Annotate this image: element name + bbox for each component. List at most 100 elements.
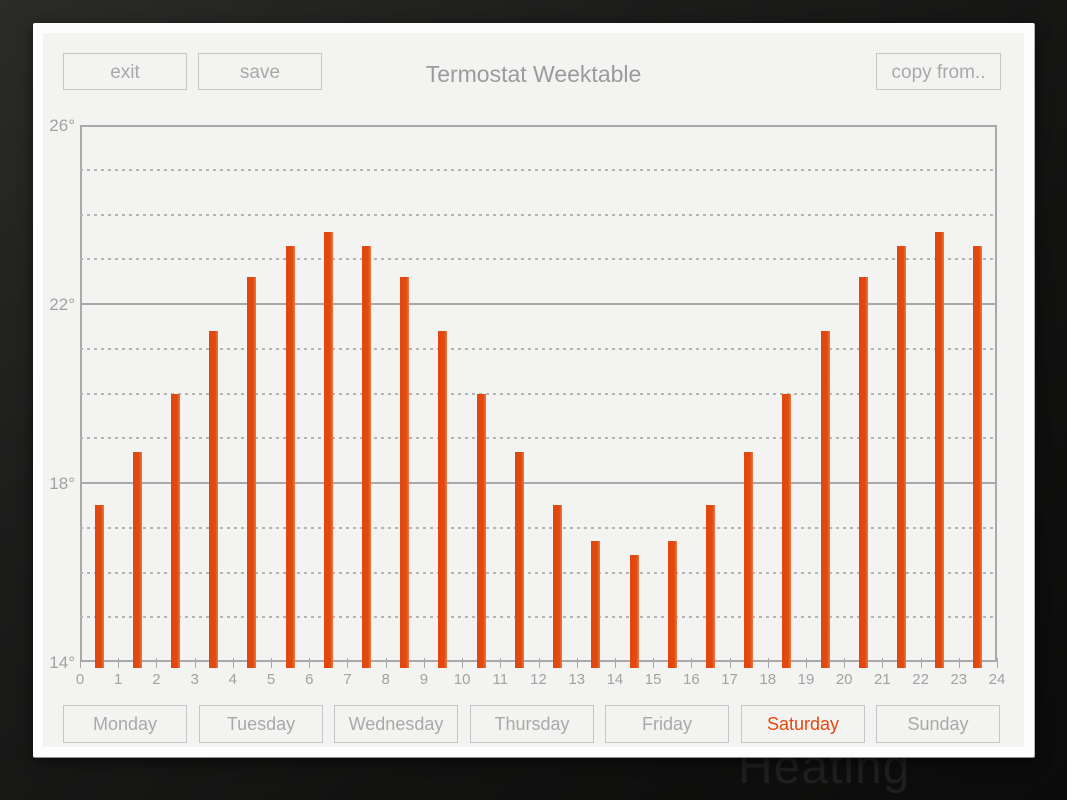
bar-hour-17[interactable]	[744, 451, 754, 668]
x-axis-tick	[385, 658, 387, 668]
main-panel: Termostat Weektable exit save copy from.…	[43, 33, 1024, 747]
bar-hour-3[interactable]	[209, 330, 219, 668]
gridline-dashed-24	[80, 213, 997, 216]
bar-hour-2[interactable]	[171, 393, 181, 668]
x-axis-tick	[500, 658, 502, 668]
x-axis-label-2: 2	[152, 671, 161, 688]
x-axis-tick	[309, 658, 311, 668]
gridline-dashed-21	[80, 347, 997, 350]
x-axis-label-12: 12	[530, 671, 547, 688]
bar-hour-16[interactable]	[705, 505, 715, 668]
bar-hour-0[interactable]	[94, 505, 104, 668]
gridline-dashed-25	[80, 168, 997, 171]
gridline-solid-22	[80, 303, 997, 305]
x-axis-label-18: 18	[759, 671, 777, 688]
x-axis-label-6: 6	[305, 671, 314, 688]
day-tab-tuesday[interactable]: Tuesday	[199, 705, 323, 743]
x-axis-tick	[576, 658, 578, 668]
x-axis-tick	[805, 658, 807, 668]
x-axis-label-7: 7	[343, 671, 352, 688]
x-axis-tick	[194, 658, 196, 668]
y-axis-label-18: 18°	[49, 474, 75, 493]
y-axis-label-14: 14°	[49, 653, 75, 672]
x-axis-label-21: 21	[874, 671, 891, 688]
gridline-dashed-23	[80, 258, 997, 261]
gridline-dashed-16	[80, 571, 997, 574]
x-axis-tick	[653, 658, 655, 668]
bar-hour-1[interactable]	[132, 451, 142, 668]
bar-hour-13[interactable]	[591, 541, 601, 668]
bar-hour-8[interactable]	[400, 277, 410, 668]
day-tab-thursday[interactable]: Thursday	[470, 705, 594, 743]
day-tab-sunday[interactable]: Sunday	[876, 705, 1000, 743]
x-axis-tick	[462, 658, 464, 668]
bar-hour-22[interactable]	[935, 232, 945, 668]
x-axis-tick	[844, 658, 846, 668]
x-axis-label-13: 13	[568, 671, 586, 688]
day-tab-friday[interactable]: Friday	[605, 705, 729, 743]
x-axis-tick	[767, 658, 769, 668]
x-axis-tick	[729, 658, 731, 668]
x-axis-tick	[232, 658, 234, 668]
x-axis-label-16: 16	[682, 671, 700, 688]
bar-hour-11[interactable]	[514, 451, 524, 668]
x-axis-label-10: 10	[453, 671, 471, 688]
day-tab-saturday[interactable]: Saturday	[741, 705, 865, 743]
x-axis-tick	[423, 658, 425, 668]
x-axis-label-9: 9	[419, 671, 429, 688]
gridline-dashed-15	[80, 616, 997, 619]
x-axis-label-1: 1	[114, 671, 123, 688]
bar-hour-4[interactable]	[247, 277, 257, 668]
x-axis-tick	[882, 658, 884, 668]
bar-hour-21[interactable]	[896, 245, 906, 668]
bar-hour-19[interactable]	[820, 330, 830, 668]
gridline-dashed-19	[80, 437, 997, 440]
x-axis-label-19: 19	[797, 671, 815, 688]
x-axis-label-22: 22	[912, 671, 929, 688]
x-axis-label-24: 24	[988, 671, 1006, 688]
x-axis-tick	[920, 658, 922, 668]
x-axis-tick	[958, 658, 960, 668]
bar-hour-6[interactable]	[323, 232, 333, 668]
bar-hour-10[interactable]	[476, 393, 486, 668]
x-axis-label-5: 5	[266, 671, 276, 688]
bar-hour-9[interactable]	[438, 330, 448, 668]
x-axis-tick	[118, 658, 120, 668]
x-axis-label-0: 0	[75, 671, 85, 688]
bar-hour-12[interactable]	[553, 505, 563, 668]
x-axis-label-17: 17	[721, 671, 738, 688]
bar-hour-18[interactable]	[782, 393, 792, 668]
x-axis-tick	[538, 658, 540, 668]
x-axis-tick	[80, 658, 81, 668]
x-axis-tick	[156, 658, 158, 668]
gridline-solid-18	[80, 482, 997, 484]
x-axis-tick	[271, 658, 273, 668]
x-axis-label-3: 3	[190, 671, 199, 688]
bar-hour-14[interactable]	[629, 554, 639, 668]
bar-hour-20[interactable]	[858, 277, 868, 668]
x-axis-tick	[997, 658, 998, 668]
bar-hour-5[interactable]	[285, 245, 295, 668]
x-axis-label-4: 4	[228, 671, 237, 688]
y-axis-label-22: 22°	[49, 295, 75, 314]
gridline-dashed-20	[80, 392, 997, 395]
x-axis-label-15: 15	[644, 671, 662, 688]
bar-hour-7[interactable]	[362, 245, 372, 668]
x-axis-label-23: 23	[950, 671, 968, 688]
exit-button[interactable]: exit	[63, 53, 187, 90]
x-axis-tick	[347, 658, 349, 668]
day-tab-monday[interactable]: Monday	[63, 705, 187, 743]
x-axis-label-20: 20	[835, 671, 853, 688]
x-axis-tick	[691, 658, 693, 668]
app-window: Termostat Weektable exit save copy from.…	[33, 23, 1035, 758]
bar-hour-23[interactable]	[973, 245, 983, 668]
bar-hour-15[interactable]	[667, 541, 677, 668]
day-tab-wednesday[interactable]: Wednesday	[334, 705, 458, 743]
x-axis-label-14: 14	[606, 671, 624, 688]
x-axis-label-11: 11	[492, 671, 509, 688]
save-button[interactable]: save	[198, 53, 322, 90]
copy-from-button[interactable]: copy from..	[876, 53, 1001, 90]
weektable-chart: 26° 22° 18° 14° 0 1 2 3 4 5 6 7 8 9 10 11 12 13 14 15 16 17 18…	[43, 33, 1024, 747]
x-axis-tick	[614, 658, 616, 668]
y-axis-label-26: 26°	[49, 116, 75, 135]
